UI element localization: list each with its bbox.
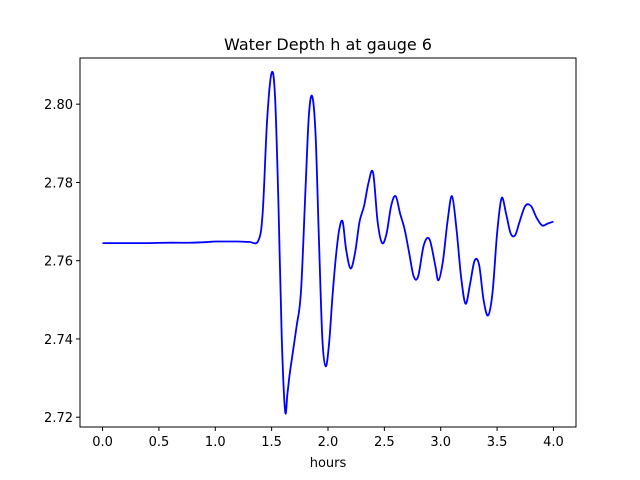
y-tick-label: 2.80 [44, 98, 73, 113]
x-tick-label: 2.5 [374, 435, 395, 450]
x-tick-label: 3.5 [487, 435, 508, 450]
x-tick-label: 1.5 [261, 435, 282, 450]
x-tick-label: 0.5 [149, 435, 170, 450]
water-depth-series-line [102, 70, 554, 415]
chart-title: Water Depth h at gauge 6 [224, 35, 432, 54]
x-tick-label: 2.0 [318, 435, 339, 450]
x-tick-label: 1.0 [205, 435, 226, 450]
x-tick-label: 0.0 [92, 435, 113, 450]
y-axis: 2.72 2.74 2.76 2.78 2.80 [44, 98, 80, 426]
y-tick-label: 2.76 [44, 255, 73, 270]
y-tick-label: 2.74 [44, 333, 73, 348]
x-tick-label: 4.0 [543, 435, 564, 450]
x-axis: 0.0 0.5 1.0 1.5 2.0 2.5 3.0 3.5 4.0 [92, 427, 564, 450]
x-axis-label: hours [310, 456, 347, 471]
y-tick-label: 2.72 [44, 411, 73, 426]
x-tick-label: 3.0 [430, 435, 451, 450]
y-tick-label: 2.78 [44, 176, 73, 191]
